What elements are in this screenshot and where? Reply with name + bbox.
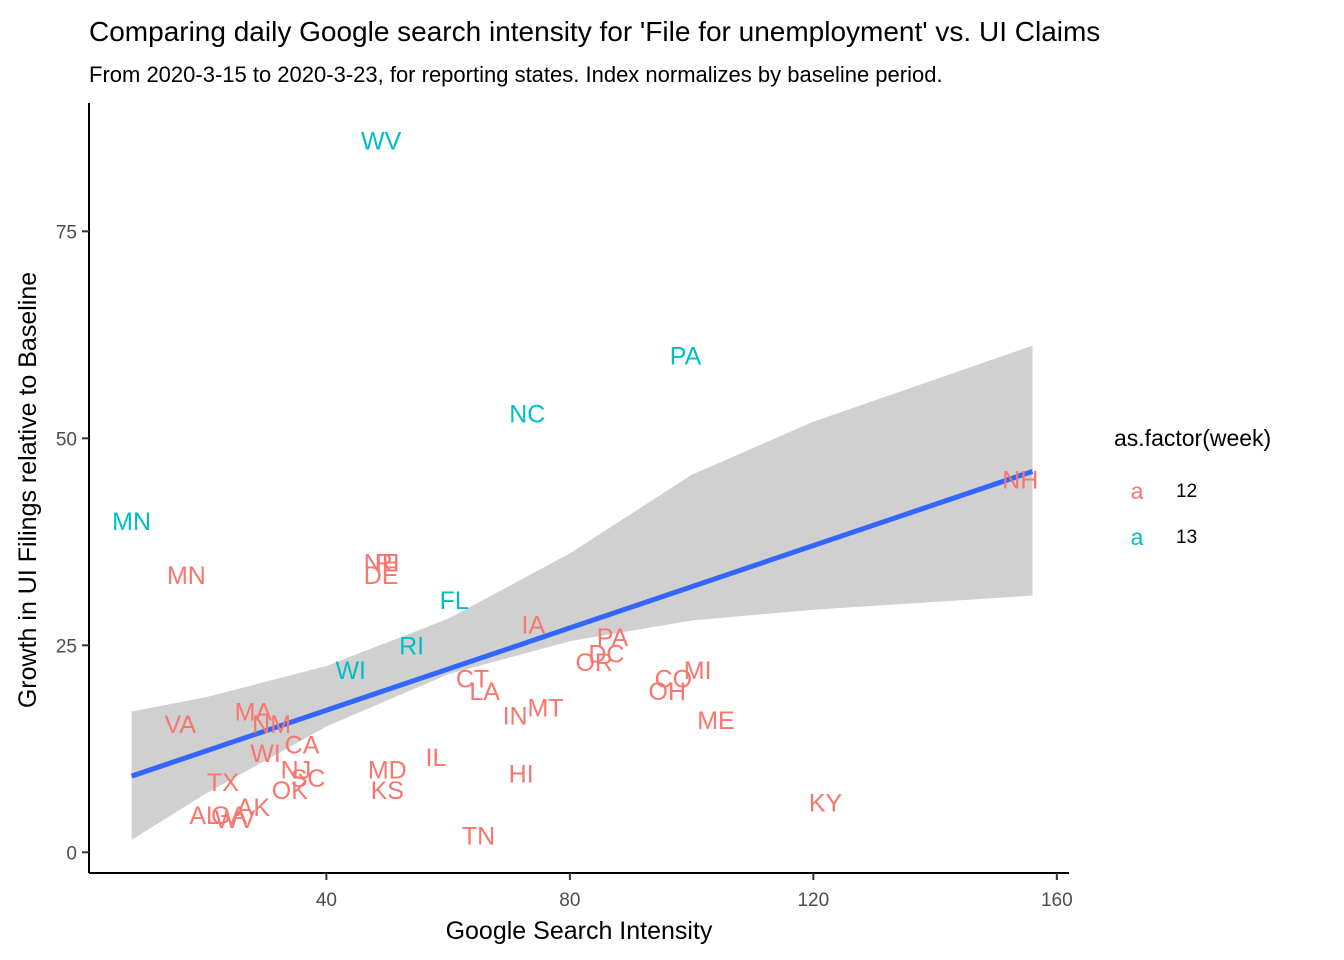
point-labels: NHKYMIMECOOHPADCORIAMTINHITNCTLAILMDKSNE…: [112, 127, 1038, 850]
point-wv-week-12: WV: [215, 806, 256, 834]
chart-title: Comparing daily Google search intensity …: [89, 16, 1100, 47]
point-md-week-12: MD: [368, 757, 407, 785]
legend-title: as.factor(week): [1114, 425, 1271, 451]
x-tick-label: 80: [559, 890, 580, 911]
legend: as.factor(week) a 12 a 13: [1114, 425, 1271, 550]
point-ks-week-12: KS: [371, 777, 404, 805]
axes: 40 80 120 160 0 25 50 75: [56, 103, 1073, 911]
x-tick-label: 160: [1041, 890, 1073, 911]
point-ri-week-12: RI: [375, 550, 400, 578]
point-ct-week-12: CT: [456, 665, 489, 693]
point-tx-week-12: TX: [207, 769, 239, 797]
point-ok-week-12: OK: [272, 777, 308, 805]
point-me-week-12: ME: [697, 707, 735, 735]
point-ak-week-12: AK: [237, 794, 271, 822]
legend-key-13: a: [1131, 524, 1144, 550]
point-mt-week-12: MT: [527, 694, 563, 722]
point-or-week-12: OR: [575, 649, 613, 677]
point-ma-week-12: MA: [235, 699, 273, 727]
x-tick-label: 40: [316, 890, 337, 911]
point-pa-week-13: PA: [670, 343, 702, 371]
legend-label-13: 13: [1176, 527, 1197, 548]
confidence-ribbon: [131, 345, 1033, 840]
legend-label-12: 12: [1176, 481, 1197, 502]
point-nm-week-12: NM: [252, 711, 291, 739]
point-la-week-12: LA: [469, 678, 500, 706]
point-fl-week-13: FL: [440, 587, 469, 615]
y-tick-label: 75: [56, 222, 77, 243]
point-oh-week-12: OH: [649, 678, 687, 706]
y-axis-title: Growth in UI Filings relative to Baselin…: [14, 272, 42, 708]
point-mn-week-12: MN: [167, 562, 206, 590]
point-nj-week-12: NJ: [281, 757, 312, 785]
point-al-week-12: AL: [189, 802, 220, 830]
point-ca-week-12: CA: [285, 732, 320, 760]
point-va-week-12: VA: [165, 711, 197, 739]
point-de-week-12: DE: [364, 562, 399, 590]
point-hi-week-12: HI: [509, 761, 534, 789]
point-ne-week-12: NE: [364, 550, 399, 578]
point-mi-week-12: MI: [684, 657, 712, 685]
point-sc-week-12: SC: [291, 765, 326, 793]
point-ia-week-12: IA: [522, 612, 546, 640]
point-wv-week-13: WV: [361, 127, 402, 155]
point-mn-week-13: MN: [112, 508, 151, 536]
x-axis-title: Google Search Intensity: [446, 917, 713, 945]
point-il-week-12: IL: [426, 744, 447, 772]
point-tn-week-12: TN: [462, 823, 495, 851]
point-wi-week-12: WI: [250, 740, 281, 768]
y-tick-label: 0: [66, 843, 77, 864]
point-in-week-12: IN: [503, 703, 528, 731]
y-tick-label: 25: [56, 636, 77, 657]
point-co-week-12: CO: [655, 665, 693, 693]
point-dc-week-12: DC: [588, 641, 624, 669]
ribbon-area: [131, 345, 1033, 840]
legend-key-12: a: [1131, 478, 1144, 504]
point-wi-week-13: WI: [335, 657, 366, 685]
y-tick-label: 50: [56, 429, 77, 450]
point-ky-week-12: KY: [809, 790, 843, 818]
point-ga-week-12: GA: [211, 802, 247, 830]
point-pa-week-12: PA: [597, 624, 629, 652]
fit-line: [130, 469, 1034, 779]
x-tick-label: 120: [797, 890, 829, 911]
point-nh-week-12: NH: [1002, 467, 1038, 495]
regression-line: [130, 469, 1034, 779]
chart-subtitle: From 2020-3-15 to 2020-3-23, for reporti…: [89, 62, 943, 87]
point-nc-week-13: NC: [509, 400, 545, 428]
point-ri-week-13: RI: [399, 632, 424, 660]
